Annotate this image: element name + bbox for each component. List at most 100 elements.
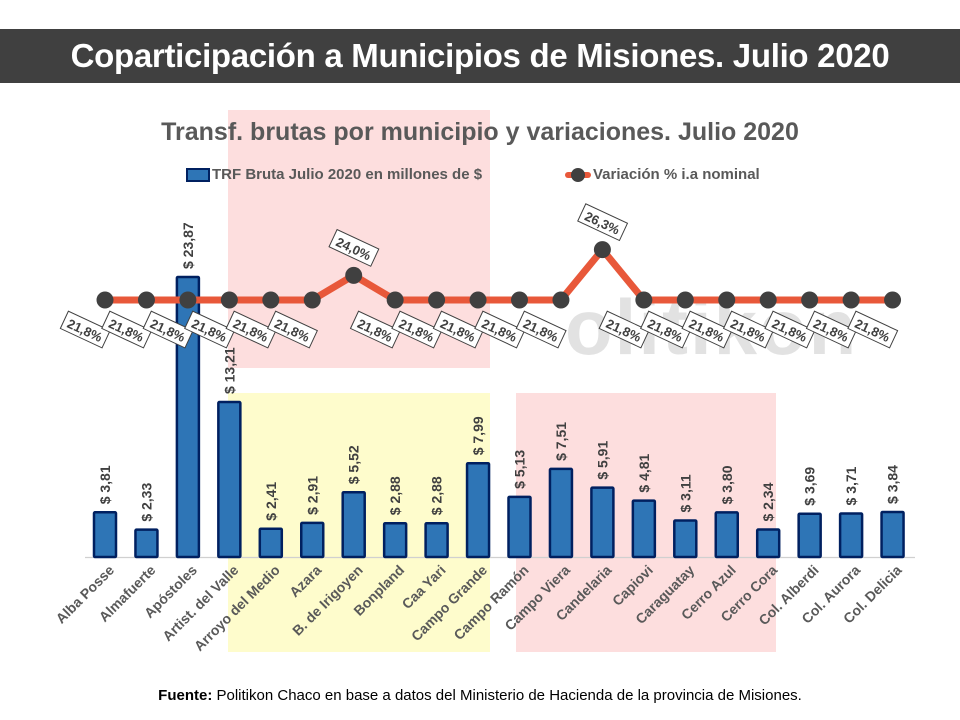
bar-value-label: $ 3,80 xyxy=(719,465,735,504)
variation-label-box xyxy=(391,310,443,349)
source-footnote: Fuente: Politikon Chaco en base a datos … xyxy=(0,687,960,704)
bar-value-label: $ 7,99 xyxy=(470,416,486,455)
chart-title: Transf. brutas por municipio y variacion… xyxy=(161,118,799,146)
bar-value-label: $ 2,88 xyxy=(429,476,445,515)
bar xyxy=(424,521,449,559)
bar-value-label: $ 3,69 xyxy=(802,467,818,506)
variation-data-label: 21,8% xyxy=(432,310,484,349)
variation-marker xyxy=(842,291,860,309)
variation-marker xyxy=(345,266,363,284)
variation-label-box xyxy=(266,310,318,349)
variation-data-label: 21,8% xyxy=(847,310,899,349)
variation-label-box xyxy=(142,310,194,349)
bar xyxy=(714,511,739,559)
variation-data-label: 21,8% xyxy=(598,310,650,349)
variation-marker xyxy=(552,291,570,309)
variation-marker xyxy=(386,291,404,309)
variation-marker xyxy=(303,291,321,309)
category-tick-label: Azara xyxy=(286,562,324,600)
variation-label-box xyxy=(59,310,111,349)
variation-label-box xyxy=(847,310,899,349)
bar xyxy=(217,400,242,559)
variation-marker xyxy=(593,241,611,259)
bar xyxy=(465,462,491,559)
bar xyxy=(382,521,408,559)
variation-data-label: 21,8% xyxy=(225,310,277,349)
bar xyxy=(631,499,657,559)
bar xyxy=(673,519,698,559)
bar xyxy=(548,467,574,559)
legend-line-swatch xyxy=(565,167,591,182)
bar-value-label: $ 3,84 xyxy=(885,465,901,504)
bar xyxy=(755,528,781,559)
variation-data-label: 21,8% xyxy=(681,310,733,349)
bar xyxy=(92,511,118,559)
variation-label-box xyxy=(639,310,692,349)
bar-value-label: $ 5,52 xyxy=(346,445,362,484)
variation-marker xyxy=(676,291,694,309)
variation-line xyxy=(105,244,893,304)
bar xyxy=(838,512,864,559)
variation-marker xyxy=(179,291,197,309)
variation-data-label: 21,8% xyxy=(764,310,816,349)
chart-legend: TRF Bruta Julio 2020 en millones de $ Va… xyxy=(0,166,960,186)
bar-value-label: $ 3,81 xyxy=(97,465,113,504)
bar-value-label: $ 4,81 xyxy=(636,453,652,492)
variation-label-box xyxy=(184,310,236,349)
bar-value-label: $ 2,88 xyxy=(387,476,403,515)
variation-data-label: 21,8% xyxy=(474,310,526,349)
variation-label-box xyxy=(577,203,629,242)
variation-data-label: 21,8% xyxy=(515,310,567,349)
variation-data-label: 21,8% xyxy=(391,310,443,349)
source-text: Politikon Chaco en base a datos del Mini… xyxy=(212,687,802,704)
bar xyxy=(507,495,532,559)
variation-data-label: 26,3% xyxy=(577,203,629,242)
variation-label-box xyxy=(764,310,816,349)
variation-label-box xyxy=(474,310,526,349)
legend-bar-swatch xyxy=(186,167,210,182)
variation-marker xyxy=(511,291,528,309)
bar xyxy=(300,521,325,559)
variation-data-label: 21,8% xyxy=(349,310,401,349)
variation-marker xyxy=(262,291,280,309)
bar xyxy=(797,512,822,559)
variation-marker xyxy=(801,291,819,309)
bar-value-label: $ 13,21 xyxy=(221,347,237,394)
bar-value-label: $ 2,33 xyxy=(138,483,154,522)
variation-data-label: 24,0% xyxy=(328,228,380,267)
variation-label-box xyxy=(328,228,380,267)
variation-marker xyxy=(220,291,238,309)
bar xyxy=(590,486,615,559)
bar xyxy=(880,510,905,559)
variation-data-label: 21,8% xyxy=(101,310,153,349)
legend-line-label: Variación % i.a nominal xyxy=(593,166,760,183)
variation-marker xyxy=(759,291,777,309)
variation-data-label: 21,8% xyxy=(639,310,692,349)
legend-item-bars: TRF Bruta Julio 2020 en millones de $ xyxy=(186,166,482,183)
variation-data-label: 21,8% xyxy=(805,310,857,349)
variation-marker xyxy=(469,291,487,309)
variation-label-box xyxy=(432,310,484,349)
variation-label-box xyxy=(722,310,774,349)
source-label: Fuente: xyxy=(158,687,213,704)
bar-value-label: $ 5,91 xyxy=(594,441,610,480)
bar-value-label: $ 3,11 xyxy=(677,474,693,512)
variation-data-label: 21,8% xyxy=(59,310,111,349)
bar-value-label: $ 2,91 xyxy=(304,476,320,515)
variation-label-box xyxy=(101,310,153,349)
bar-value-label: $ 2,34 xyxy=(760,482,776,521)
category-tick-label: Campo Ramón xyxy=(450,562,531,643)
variation-label-box xyxy=(349,310,401,349)
bar xyxy=(258,527,284,559)
legend-item-line: Variación % i.a nominal xyxy=(565,166,760,183)
bar-value-label: $ 23,87 xyxy=(180,222,196,269)
variation-label-box xyxy=(515,310,567,349)
variation-data-label: 21,8% xyxy=(266,310,318,349)
bar-value-label: $ 3,71 xyxy=(843,466,859,505)
variation-marker xyxy=(718,291,736,309)
bar-value-label: $ 2,41 xyxy=(263,482,279,521)
variation-data-label: 21,8% xyxy=(722,310,774,349)
bar-value-label: $ 5,13 xyxy=(512,450,528,489)
variation-label-box xyxy=(225,310,277,349)
